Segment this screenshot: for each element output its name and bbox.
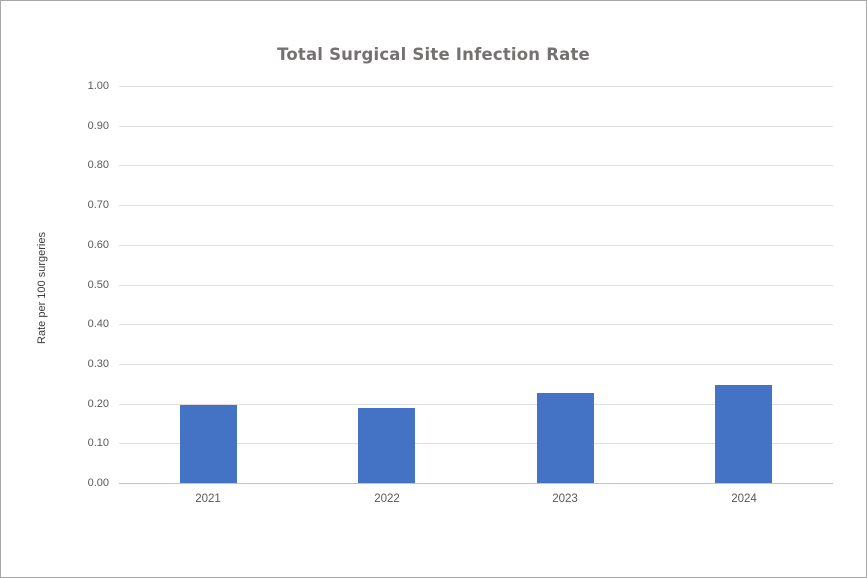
gridline <box>119 364 833 365</box>
y-tick-label: 0.80 <box>87 159 109 171</box>
y-tick-label: 0.50 <box>87 279 109 291</box>
x-axis-line <box>119 483 833 484</box>
y-tick-label: 0.30 <box>87 358 109 370</box>
gridline <box>119 443 833 444</box>
gridline <box>119 126 833 127</box>
chart-title: Total Surgical Site Infection Rate <box>277 45 590 64</box>
gridline <box>119 86 833 87</box>
bar-2023 <box>537 393 594 483</box>
x-tick-label-2024: 2024 <box>731 493 757 505</box>
gridline <box>119 205 833 206</box>
gridline <box>119 285 833 286</box>
y-tick-label: 0.20 <box>87 398 109 410</box>
x-tick-label-2022: 2022 <box>374 493 400 505</box>
gridline <box>119 404 833 405</box>
bar-2021 <box>180 405 237 483</box>
x-tick-label-2023: 2023 <box>552 493 578 505</box>
gridline <box>119 165 833 166</box>
y-tick-label: 0.90 <box>87 120 109 132</box>
y-tick-label: 0.10 <box>87 437 109 449</box>
y-tick-label: 0.60 <box>87 239 109 251</box>
y-tick-label: 0.00 <box>87 477 109 489</box>
plot-area <box>119 86 833 484</box>
y-tick-label: 0.40 <box>87 318 109 330</box>
bar-2024 <box>715 385 772 483</box>
gridline <box>119 245 833 246</box>
y-tick-label: 0.70 <box>87 199 109 211</box>
bar-2022 <box>358 408 415 483</box>
gridline <box>119 324 833 325</box>
x-tick-label-2021: 2021 <box>195 493 221 505</box>
y-tick-label: 1.00 <box>87 80 109 92</box>
